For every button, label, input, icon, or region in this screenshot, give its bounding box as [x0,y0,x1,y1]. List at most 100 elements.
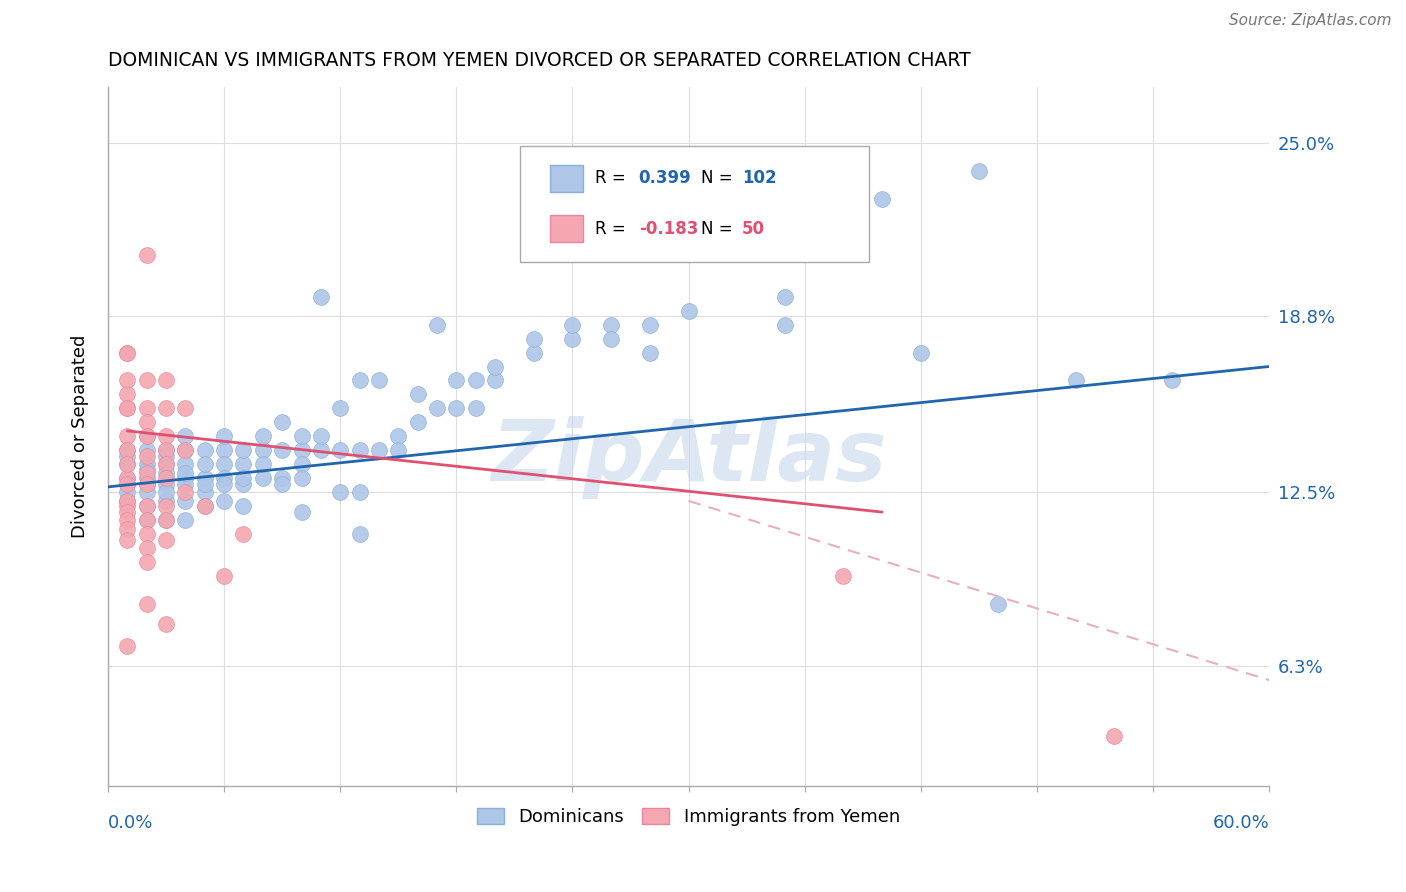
Point [212,494,235,508]
Point [775,289,797,303]
Point [135,458,157,472]
Point [194,458,217,472]
Point [290,458,312,472]
Point [117,485,139,500]
Point [135,401,157,416]
Point [135,247,157,261]
Point [117,458,139,472]
Text: R =: R = [595,219,630,237]
Point [832,569,855,583]
Point [212,477,235,491]
Point [252,443,274,458]
Point [155,443,177,458]
Point [271,443,294,458]
Point [271,416,294,430]
Point [155,494,177,508]
Point [271,471,294,485]
Point [155,374,177,388]
Point [117,345,139,359]
Point [117,477,139,491]
Point [638,345,661,359]
Y-axis label: Divorced or Separated: Divorced or Separated [72,334,89,538]
Point [600,318,623,332]
Point [252,429,274,443]
Text: N =: N = [702,219,738,237]
Point [135,514,157,528]
Point [446,401,468,416]
Point [117,500,139,514]
Point [290,505,312,519]
Point [117,443,139,458]
Point [252,471,274,485]
Point [678,303,700,318]
Point [135,429,157,443]
Point [135,527,157,541]
Point [484,359,506,374]
Point [387,429,409,443]
Point [638,318,661,332]
FancyBboxPatch shape [550,165,583,192]
Text: R =: R = [595,169,630,187]
Point [194,500,217,514]
Text: 50: 50 [742,219,765,237]
Point [174,443,197,458]
Point [135,443,157,458]
Point [232,500,254,514]
Point [309,443,332,458]
Point [212,471,235,485]
Text: 0.0%: 0.0% [108,814,153,832]
Point [155,458,177,472]
Point [174,401,197,416]
Point [194,477,217,491]
Point [290,429,312,443]
Point [832,163,855,178]
Text: Source: ZipAtlas.com: Source: ZipAtlas.com [1229,13,1392,29]
Point [329,485,352,500]
Point [155,443,177,458]
Point [117,401,139,416]
Point [117,429,139,443]
Point [117,458,139,472]
Text: -0.183: -0.183 [638,219,697,237]
Point [290,443,312,458]
Point [426,318,449,332]
Point [174,471,197,485]
Point [117,387,139,401]
Point [155,500,177,514]
Point [174,429,197,443]
Point [117,449,139,463]
Point [1104,729,1126,743]
Point [117,443,139,458]
Text: ZipAtlas: ZipAtlas [491,416,886,499]
Point [987,598,1010,612]
Point [349,443,371,458]
Text: DOMINICAN VS IMMIGRANTS FROM YEMEN DIVORCED OR SEPARATED CORRELATION CHART: DOMINICAN VS IMMIGRANTS FROM YEMEN DIVOR… [108,51,970,70]
Point [309,289,332,303]
Point [155,458,177,472]
Point [349,527,371,541]
Point [174,466,197,480]
Point [174,458,197,472]
Point [155,449,177,463]
FancyBboxPatch shape [520,146,869,261]
Point [135,556,157,570]
Point [870,192,893,206]
Point [117,471,139,485]
Point [174,514,197,528]
Point [135,471,157,485]
Point [232,477,254,491]
Point [174,485,197,500]
Text: 102: 102 [742,169,776,187]
Point [155,429,177,443]
Point [117,401,139,416]
Point [387,443,409,458]
Point [117,640,139,654]
Point [967,163,990,178]
Point [290,471,312,485]
Point [135,477,157,491]
Point [135,466,157,480]
Point [135,449,157,463]
Point [232,443,254,458]
Point [135,374,157,388]
Point [117,494,139,508]
